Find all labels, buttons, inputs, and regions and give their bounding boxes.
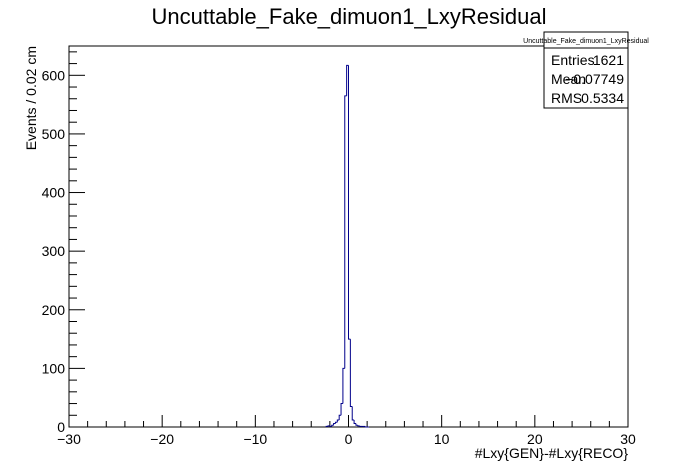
stats-entries-label: Entries — [551, 52, 595, 68]
y-tick-label: 400 — [42, 185, 66, 201]
y-tick-label: 0 — [57, 419, 65, 435]
stats-rms-label: RMS — [551, 90, 582, 106]
histogram-bin — [331, 424, 334, 427]
histogram-bin — [344, 95, 347, 369]
x-tick-label: 0 — [345, 431, 353, 447]
histogram-bin — [357, 425, 360, 427]
y-tick-label: 200 — [42, 302, 66, 318]
histogram-bin — [340, 403, 343, 416]
stats-entries-value: 1621 — [593, 52, 624, 68]
histogram-bin — [351, 406, 355, 421]
x-tick-label: −30 — [57, 431, 81, 447]
histogram-bin — [325, 425, 329, 427]
stats-mean-label: Mean — [551, 71, 586, 87]
x-tick-label: 20 — [527, 431, 543, 447]
y-tick-label: 600 — [42, 67, 66, 83]
histogram-bin — [336, 419, 340, 423]
histogram-bin — [338, 414, 342, 420]
x-axis-label: #Lxy{GEN}-#Lxy{RECO} — [475, 445, 629, 461]
histogram-bin — [327, 425, 330, 427]
histogram-bin — [334, 421, 338, 424]
x-tick-label: −10 — [243, 431, 267, 447]
histogram-bin — [349, 339, 353, 407]
y-axis: 0 100 200 300 400 500 600 — [42, 51, 85, 435]
histogram-bin — [353, 419, 356, 424]
y-axis-label: Events / 0.02 cm — [23, 46, 39, 150]
histogram-bin — [346, 64, 349, 96]
histogram-bin — [329, 425, 332, 427]
histogram-bin — [355, 423, 358, 426]
y-tick-label: 500 — [42, 126, 66, 142]
y-tick-label: 300 — [42, 243, 66, 259]
x-tick-label: 30 — [620, 431, 636, 447]
histogram-bin — [348, 65, 351, 340]
x-tick-label: 10 — [434, 431, 450, 447]
histogram-bin — [333, 422, 336, 426]
histogram-bins — [325, 64, 369, 428]
x-tick-label: −20 — [150, 431, 174, 447]
histogram-bin — [364, 426, 368, 428]
stats-rms-value: 0.5334 — [581, 90, 624, 106]
stats-mean-value: −0.07749 — [565, 71, 624, 87]
y-tick-label: 100 — [42, 360, 66, 376]
chart-title: Uncuttable_Fake_dimuon1_LxyResidual — [151, 4, 546, 29]
histogram-bin — [359, 425, 362, 427]
stats-box-title: Uncuttable_Fake_dimuon1_LxyResidual — [523, 38, 649, 45]
stats-box-border — [543, 31, 629, 109]
histogram-bin — [342, 367, 345, 404]
x-axis: −30 −20 −10 0 10 20 30 — [57, 415, 636, 447]
stats-box: Uncuttable_Fake_dimuon1_LxyResidual Entr… — [523, 31, 649, 109]
